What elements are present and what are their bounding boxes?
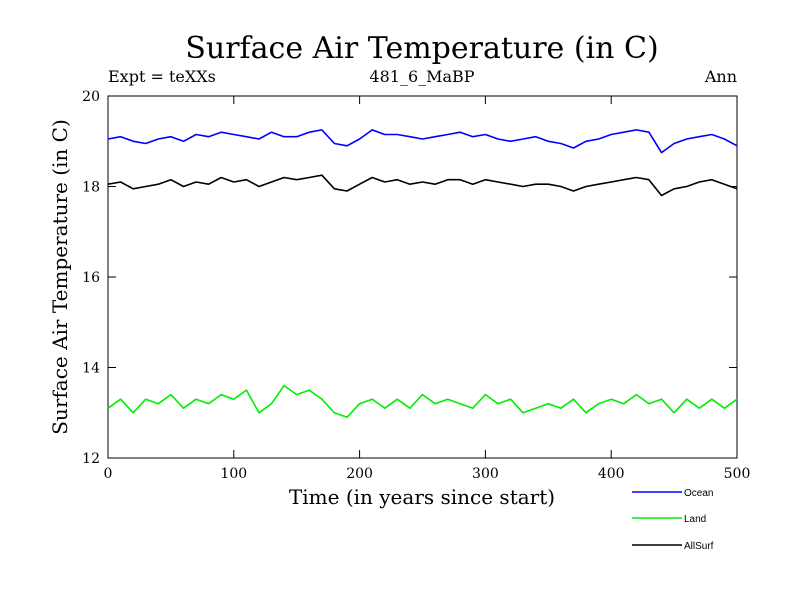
- legend: Ocean Land AllSurf: [632, 488, 714, 552]
- y-tick-label: 18: [82, 180, 100, 196]
- y-axis-label: Surface Air Temperature (in C): [48, 119, 72, 435]
- y-tick-label: 20: [82, 89, 100, 105]
- series-lines: [107, 129, 738, 419]
- y-tick-label: 12: [82, 451, 100, 467]
- series-line-land: [107, 384, 738, 419]
- x-axis-label: Time (in years since start): [289, 485, 555, 509]
- y-axis: 12 14 16 18 20: [82, 89, 737, 467]
- x-tick-label: 500: [724, 466, 751, 482]
- x-axis: 0 100 200 300 400 500: [104, 96, 751, 482]
- experiment-label: Expt = teXXs: [108, 67, 216, 86]
- x-tick-label: 300: [472, 466, 499, 482]
- series-line-ocean: [107, 129, 738, 154]
- legend-label-land: Land: [684, 514, 706, 525]
- series-line-allsurf: [107, 174, 738, 197]
- x-tick-label: 0: [104, 466, 113, 482]
- season-label: Ann: [704, 67, 737, 86]
- legend-label-allsurf: AllSurf: [684, 541, 714, 552]
- y-tick-label: 14: [82, 361, 100, 377]
- chart-subtitle: 481_6_MaBP: [369, 67, 474, 86]
- chart-title: Surface Air Temperature (in C): [185, 31, 658, 66]
- x-tick-label: 400: [598, 466, 625, 482]
- legend-label-ocean: Ocean: [684, 488, 713, 499]
- x-tick-label: 200: [346, 466, 373, 482]
- plot-frame: [107, 95, 738, 459]
- y-tick-label: 16: [82, 270, 100, 286]
- x-tick-label: 100: [220, 466, 247, 482]
